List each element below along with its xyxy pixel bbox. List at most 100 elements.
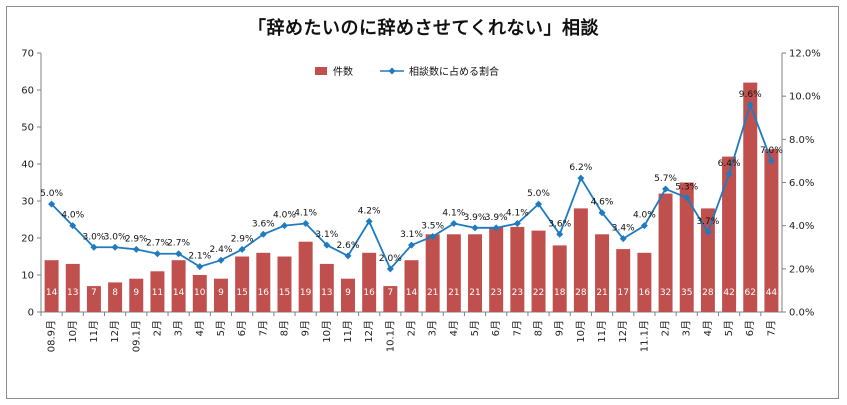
bar — [764, 149, 779, 312]
line-series — [48, 101, 775, 273]
x-tick-label: 4月 — [194, 320, 206, 336]
point-labels: 5.0%4.0%3.0%3.0%2.9%2.7%2.7%2.1%2.4%2.9%… — [40, 90, 783, 264]
x-tick-label: 4月 — [702, 320, 714, 336]
ratio-point-label: 3.0% — [82, 232, 105, 242]
x-tick-label: 6月 — [490, 320, 502, 336]
x-tick-label: 3月 — [427, 320, 439, 336]
ratio-point-marker — [111, 243, 119, 251]
bar — [129, 278, 144, 312]
x-tick-label: 5月 — [215, 320, 227, 336]
ratio-point-label: 2.7% — [167, 239, 190, 249]
y-left-tick-label: 40 — [21, 160, 34, 171]
bar — [150, 271, 165, 312]
ratio-point-label: 2.9% — [231, 234, 254, 244]
ratio-point-marker — [344, 252, 352, 260]
x-tick-label: 5月 — [723, 320, 735, 336]
ratio-point-label: 4.0% — [633, 211, 656, 221]
bar — [213, 278, 228, 312]
bar-value-label: 23 — [512, 288, 523, 298]
ratio-point-marker — [90, 243, 98, 251]
chart-frame — [6, 6, 839, 399]
bar — [616, 249, 631, 312]
ratio-point-label: 3.6% — [548, 219, 571, 229]
legend: 件数 相談数に占める割合 — [315, 65, 499, 78]
y-left-tick-label: 30 — [21, 197, 34, 208]
x-tick-label: 12月 — [617, 320, 629, 343]
y-right-tick-label: 6.0% — [789, 178, 814, 189]
bar-value-label: 21 — [469, 288, 480, 298]
ratio-point-marker — [619, 235, 627, 243]
ratio-point-label: 4.2% — [358, 206, 381, 216]
ratio-point-marker — [386, 265, 394, 273]
ratio-point-marker — [535, 200, 543, 208]
ratio-point-marker — [556, 230, 564, 238]
x-tick-label: 8月 — [533, 320, 545, 336]
ratio-point-label: 2.6% — [337, 241, 360, 251]
x-tick-label: 2月 — [660, 320, 672, 336]
bar-value-label: 16 — [639, 288, 651, 298]
x-tick-label: 10月 — [575, 320, 587, 343]
ratio-point-marker — [450, 220, 458, 228]
ratio-point-marker — [408, 241, 415, 249]
ratio-point-marker — [48, 200, 56, 208]
x-tick-label: 7月 — [511, 320, 523, 336]
ratio-point-marker — [302, 220, 310, 228]
ratio-point-label: 3.1% — [315, 230, 338, 240]
bar — [658, 193, 673, 312]
bar — [362, 252, 377, 312]
ratio-point-label: 2.0% — [379, 254, 402, 264]
bar-value-label: 21 — [427, 288, 438, 298]
y-right-tick-label: 4.0% — [789, 221, 814, 232]
bar — [65, 263, 80, 312]
bar-value-label: 11 — [152, 288, 163, 298]
x-tick-label: 08.9月 — [46, 320, 58, 352]
y-right-tick-label: 10.0% — [789, 92, 821, 103]
x-tick-label: 2月 — [151, 320, 163, 336]
bar — [722, 156, 737, 312]
bar — [383, 286, 398, 312]
legend-bar-swatch — [315, 67, 327, 75]
ratio-point-marker — [429, 232, 437, 240]
ratio-point-label: 3.1% — [400, 230, 423, 240]
ratio-point-label: 4.0% — [273, 211, 296, 221]
ratio-point-label: 4.1% — [442, 209, 465, 219]
ratio-point-label: 3.9% — [464, 213, 487, 223]
bar — [552, 245, 567, 312]
bar-value-label: 9 — [218, 288, 224, 298]
bars: 14 13 7 8 9 11 14 10 9 15 16 15 19 13 9 16 7 14 21 21 21 23 23… — [44, 82, 779, 312]
bar — [108, 282, 123, 312]
ratio-point-label: 6.4% — [718, 159, 741, 169]
ratio-point-label: 3.9% — [485, 213, 508, 223]
bar-value-label: 19 — [300, 288, 312, 298]
bar-value-label: 15 — [279, 288, 290, 298]
bar — [573, 208, 588, 312]
bar-value-label: 15 — [236, 288, 247, 298]
ratio-point-label: 7.0% — [760, 146, 783, 156]
bar-value-label: 9 — [133, 288, 139, 298]
ratio-point-marker — [492, 224, 500, 232]
x-tick-label: 2月 — [406, 320, 418, 336]
x-tick-label: 09.1月 — [130, 320, 142, 352]
y-left-tick-label: 20 — [21, 234, 34, 245]
ratio-point-marker — [471, 224, 479, 232]
bar-value-label: 23 — [490, 288, 501, 298]
ratio-point-marker — [577, 174, 585, 182]
ratio-point-marker — [323, 241, 331, 249]
x-tick-label: 10月 — [67, 320, 79, 343]
ratio-point-label: 3.5% — [421, 221, 444, 231]
bar-value-label: 28 — [702, 288, 714, 298]
bar — [595, 234, 610, 312]
bar — [319, 263, 334, 312]
y-left-tick-label: 0 — [28, 308, 34, 319]
bar — [637, 252, 652, 312]
ratio-point-marker — [69, 222, 77, 230]
ratio-point-marker — [280, 222, 288, 230]
x-tick-label: 12月 — [109, 320, 121, 343]
ratio-point-marker — [259, 230, 267, 238]
ratio-point-marker — [153, 250, 161, 258]
bar — [679, 182, 694, 312]
ratio-point-marker — [725, 170, 733, 178]
x-tick-label: 4月 — [448, 320, 460, 336]
ratio-point-marker — [598, 209, 606, 217]
